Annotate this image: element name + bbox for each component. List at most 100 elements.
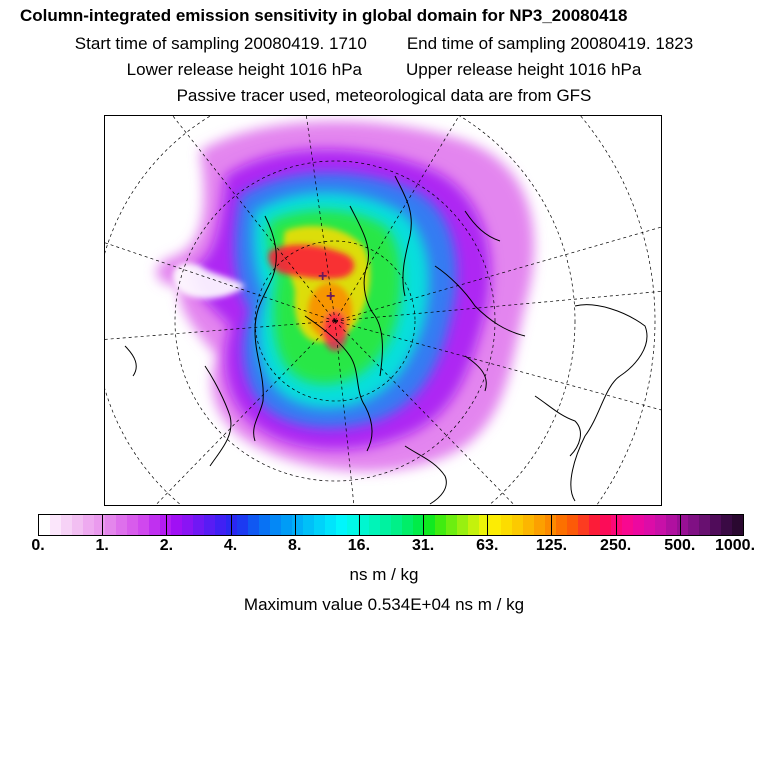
colorbar-segment: [644, 515, 655, 535]
colorbar-segment: [105, 515, 116, 535]
colorbar-segment: [710, 515, 721, 535]
colorbar-tick-label: 250.: [600, 537, 632, 554]
colorbar-segment: [347, 515, 358, 535]
sampling-times: Start time of sampling 20080419. 1710 End…: [0, 34, 768, 54]
colorbar-divider: [166, 514, 168, 536]
colorbar-segment: [259, 515, 270, 535]
sampling-start: Start time of sampling 20080419. 1710: [74, 34, 367, 53]
sampling-end: End time of sampling 20080419. 1823: [406, 34, 694, 53]
colorbar-segment: [127, 515, 138, 535]
release-heights: Lower release height 1016 hPa Upper relea…: [0, 60, 768, 80]
tracer-note: Passive tracer used, meteorological data…: [176, 86, 592, 105]
colorbar-segment: [50, 515, 61, 535]
colorbar-divider: [102, 514, 104, 536]
colorbar-segment: [380, 515, 391, 535]
colorbar-divider: [230, 514, 232, 536]
colorbar-segment: [677, 515, 688, 535]
colorbar-segment: [72, 515, 83, 535]
colorbar-segment: [523, 515, 534, 535]
colorbar-segment: [666, 515, 677, 535]
colorbar-divider: [551, 514, 553, 536]
colorbar-segment: [512, 515, 523, 535]
colorbar-segment: [325, 515, 336, 535]
colorbar-tick-label: 31.: [411, 537, 435, 554]
plot-title: Column-integrated emission sensitivity i…: [20, 6, 628, 25]
colorbar-segment: [435, 515, 446, 535]
colorbar-segment: [490, 515, 501, 535]
colorbar-segment: [446, 515, 457, 535]
colorbar-segment: [424, 515, 435, 535]
colorbar-segment: [336, 515, 347, 535]
colorbar: [38, 514, 744, 536]
colorbar-segment: [204, 515, 215, 535]
colorbar-segment: [732, 515, 743, 535]
colorbar-tick-label: 500.: [664, 537, 696, 554]
colorbar-tick-label: 16.: [347, 537, 371, 554]
colorbar-segment: [193, 515, 204, 535]
release-marker-a: +: [318, 268, 327, 285]
colorbar-segment: [61, 515, 72, 535]
release-upper: Upper release height 1016 hPa: [406, 60, 642, 79]
colorbar-segment: [116, 515, 127, 535]
colorbar-segment: [413, 515, 424, 535]
colorbar-segment: [688, 515, 699, 535]
plume-layer-red: [268, 244, 355, 351]
colorbar-divider: [358, 514, 360, 536]
colorbar-segment: [182, 515, 193, 535]
colorbar-segment: [160, 515, 171, 535]
colorbar-tick-label: 4.: [223, 537, 238, 554]
colorbar-segment: [358, 515, 369, 535]
colorbar-divider: [294, 514, 296, 536]
colorbar-segment: [270, 515, 281, 535]
colorbar-segment: [281, 515, 292, 535]
maximum-value: Maximum value 0.534E+04 ns m / kg: [243, 595, 525, 614]
colorbar-divider: [615, 514, 617, 536]
colorbar-tick-label: 8.: [288, 537, 302, 554]
colorbar-tick-label: 1.: [95, 537, 109, 554]
release-site-markers: + +: [318, 268, 335, 305]
release-lower: Lower release height 1016 hPa: [126, 60, 362, 79]
colorbar-segment: [633, 515, 644, 535]
colorbar-segment: [171, 515, 182, 535]
colorbar-segment: [83, 515, 94, 535]
map-panel: + +: [104, 115, 662, 506]
colorbar-segment: [138, 515, 149, 535]
colorbar-segment: [292, 515, 303, 535]
colorbar-units: ns m / kg: [349, 565, 419, 584]
graticule: [105, 116, 661, 505]
colorbar-segment: [699, 515, 710, 535]
colorbar-tick-label: 0.: [31, 537, 45, 554]
colorbar-segment: [501, 515, 512, 535]
colorbar-segment: [457, 515, 468, 535]
coastlines: [124, 175, 648, 505]
colorbar-segment: [248, 515, 259, 535]
colorbar-divider: [423, 514, 425, 536]
colorbar-segment: [39, 515, 50, 535]
colorbar-segment: [545, 515, 556, 535]
colorbar-segment: [567, 515, 578, 535]
colorbar-tick-label: 63.: [476, 537, 499, 554]
colorbar-segment: [479, 515, 490, 535]
colorbar-segment: [556, 515, 567, 535]
colorbar-segment: [655, 515, 666, 535]
colorbar-segment: [369, 515, 380, 535]
sensitivity-map: + +: [105, 116, 661, 505]
colorbar-segment: [94, 515, 105, 535]
colorbar-divider: [679, 514, 681, 536]
colorbar-divider: [487, 514, 489, 536]
colorbar-tick-label: 2.: [159, 537, 174, 554]
colorbar-segment: [600, 515, 611, 535]
colorbar-segment: [589, 515, 600, 535]
release-marker-b: +: [326, 288, 335, 305]
colorbar-segment: [237, 515, 248, 535]
colorbar-segment: [391, 515, 402, 535]
colorbar-segment: [402, 515, 413, 535]
colorbar-segment: [578, 515, 589, 535]
colorbar-segment: [534, 515, 545, 535]
colorbar-segment: [215, 515, 226, 535]
colorbar-segment: [314, 515, 325, 535]
colorbar-tick-label: 1000.: [714, 537, 756, 554]
colorbar-tick-label: 125.: [535, 537, 568, 554]
colorbar-segment: [721, 515, 732, 535]
colorbar-segment: [622, 515, 633, 535]
